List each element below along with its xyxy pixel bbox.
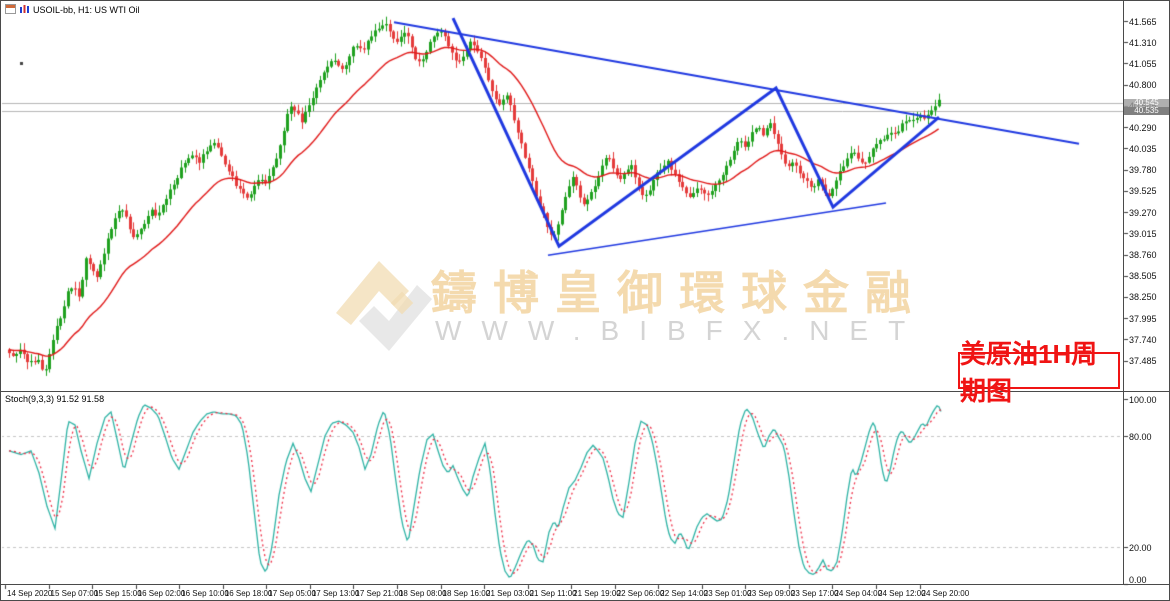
watermark-company-name: 鑄博皇御環球金融 <box>431 267 927 319</box>
price-tick-label: 41.055 <box>1129 58 1157 69</box>
time-tick-label: 21 Sep 11:00 <box>529 589 577 598</box>
time-tick-label: 22 Sep 14:00 <box>660 589 708 598</box>
bibfx-logo-watermark <box>334 251 434 366</box>
stoch-tick-label: 80.00 <box>1129 431 1152 442</box>
stochastic-indicator-label: Stoch(9,3,3) 91.52 91.58 <box>5 394 105 404</box>
time-tick-label: 17 Sep 21:00 <box>355 589 403 598</box>
price-tick-label: 40.035 <box>1129 143 1157 154</box>
indicator-panel-separator[interactable] <box>1 391 1169 392</box>
time-tick-label: 15 Sep 15:00 <box>94 589 142 598</box>
price-tick-label: 39.780 <box>1129 165 1157 176</box>
chart-symbol-title: USOIL-bb, H1: US WTI Oil <box>33 5 140 15</box>
time-tick-label: 23 Sep 09:00 <box>747 589 795 598</box>
time-axis-separator <box>1 584 1169 585</box>
price-tick-label: 40.800 <box>1129 80 1157 91</box>
time-tick-label: 21 Sep 19:00 <box>573 589 621 598</box>
time-tick-label: 21 Sep 03:00 <box>486 589 534 598</box>
price-tick-label: 38.505 <box>1129 271 1157 282</box>
time-tick-label: 23 Sep 17:00 <box>790 589 839 598</box>
time-tick-label: 16 Sep 02:00 <box>137 589 186 598</box>
price-tick-label: 37.740 <box>1129 334 1157 345</box>
ask-price-box: 40.545 <box>1124 99 1169 107</box>
time-tick-label: 17 Sep 13:00 <box>311 589 360 598</box>
stoch-tick-label: 20.00 <box>1129 542 1152 553</box>
price-tick-label: 39.525 <box>1129 186 1157 197</box>
price-tick-label: 38.760 <box>1129 250 1157 261</box>
price-tick-label: 41.565 <box>1129 16 1157 27</box>
time-tick-label: 15 Sep 07:00 <box>50 589 99 598</box>
bid-price-box: 40.535 <box>1124 107 1169 115</box>
time-tick-label: 24 Sep 20:00 <box>921 589 970 598</box>
candlestick-chart-icon <box>19 4 30 16</box>
time-tick-label: 16 Sep 18:00 <box>224 589 273 598</box>
price-tick-label: 38.250 <box>1129 292 1157 303</box>
price-tick-label: 40.290 <box>1129 122 1157 133</box>
chart-title-bar: USOIL-bb, H1: US WTI Oil <box>5 4 140 16</box>
time-tick-label: 16 Sep 10:00 <box>181 589 229 598</box>
stoch-tick-label: 100.00 <box>1129 394 1157 405</box>
window-icon <box>5 4 16 16</box>
price-tick-label: 39.015 <box>1129 228 1157 239</box>
chart-annotation-label: 美原油1H周期图 <box>958 339 1120 406</box>
price-tick-label: 39.270 <box>1129 207 1157 218</box>
price-tick-label: 37.485 <box>1129 356 1157 367</box>
time-tick-label: 22 Sep 06:00 <box>616 589 665 598</box>
time-tick-label: 18 Sep 16:00 <box>442 589 491 598</box>
watermark-website: WWW.BIBFX.NET <box>435 315 926 346</box>
time-tick-label: 18 Sep 08:00 <box>398 589 447 598</box>
time-tick-label: 23 Sep 01:00 <box>703 589 752 598</box>
time-tick-label: 14 Sep 2020 <box>7 589 53 598</box>
price-tick-label: 37.995 <box>1129 313 1157 324</box>
time-tick-label: 24 Sep 04:00 <box>834 589 883 598</box>
price-tick-label: 41.310 <box>1129 37 1157 48</box>
price-scale-separator <box>1123 1 1124 584</box>
time-tick-label: 17 Sep 05:00 <box>268 589 316 598</box>
stoch-tick-label: 0.00 <box>1129 575 1147 585</box>
time-tick-label: 24 Sep 12:00 <box>878 589 926 598</box>
